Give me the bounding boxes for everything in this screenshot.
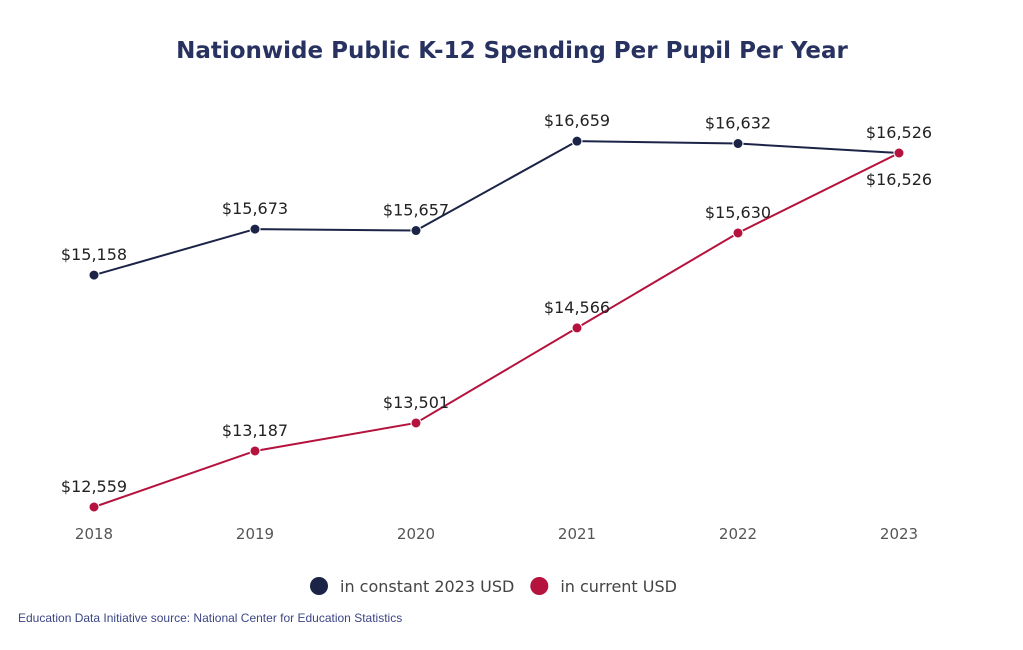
data-label: $13,501 [383,393,449,412]
legend-item-1[interactable]: in current USD [530,577,677,596]
series-0: $15,158 $15,673 $15,657 $16,659 $16,632 $16,5… [61,111,932,281]
data-label: $13,187 [222,421,288,440]
legend-marker [530,577,549,595]
data-label: $15,158 [61,245,127,264]
data-label: $16,632 [705,114,771,133]
source-note: Education Data Initiative source: Nation… [18,611,402,625]
data-point[interactable] [732,138,744,150]
x-tick-label: 2021 [558,525,596,543]
x-tick-label: 2023 [880,525,918,543]
data-label: $16,526 [866,123,932,142]
data-label: $16,659 [544,111,610,130]
data-label: $12,559 [61,477,127,496]
data-point[interactable] [88,501,100,513]
x-tick-label: 2020 [397,525,435,543]
legend-marker [310,577,328,595]
data-label: $15,657 [383,201,449,220]
data-point[interactable] [249,445,261,457]
legend-item-0[interactable]: in constant 2023 USD [310,577,514,596]
data-point[interactable] [88,269,100,281]
series-1: $12,559 $13,187 $13,501 $14,566 $15,630 $16,5… [61,147,932,513]
data-point[interactable] [249,223,261,235]
data-label: $15,630 [705,203,771,222]
legend-label: in constant 2023 USD [340,577,514,596]
legend-label: in current USD [560,577,677,596]
data-point[interactable] [893,147,905,159]
series-line [93,152,900,508]
data-point[interactable] [410,417,422,429]
x-tick-label: 2018 [75,525,113,543]
data-point[interactable] [410,225,422,237]
data-label: $15,673 [222,199,288,218]
series-line [93,140,900,277]
data-label: $14,566 [544,298,610,317]
chart-title: Nationwide Public K-12 Spending Per Pupi… [176,38,848,64]
data-point[interactable] [571,322,583,334]
data-point[interactable] [571,135,583,147]
data-point[interactable] [732,227,744,239]
data-label: $16,526 [866,170,932,189]
x-tick-label: 2022 [719,525,757,543]
x-tick-label: 2019 [236,525,274,543]
